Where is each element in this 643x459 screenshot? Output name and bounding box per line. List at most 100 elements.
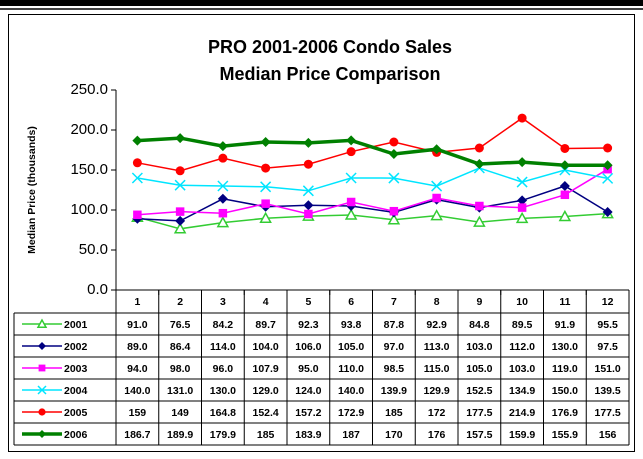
data-point <box>261 163 271 173</box>
table-cell: 152.4 <box>252 407 278 419</box>
table-cell: 110.0 <box>338 363 364 375</box>
chart-title: PRO 2001-2006 Condo Sales <box>208 37 452 57</box>
legend-label: 2006 <box>64 429 88 441</box>
table-cell: 179.9 <box>210 429 236 441</box>
legend-label: 2004 <box>64 385 88 397</box>
data-point <box>389 206 399 216</box>
table-cell: 214.9 <box>509 407 535 419</box>
table-cell: 131.0 <box>167 385 193 397</box>
legend-label: 2003 <box>64 363 88 375</box>
data-point <box>175 215 186 226</box>
data-point <box>346 147 356 157</box>
data-point <box>217 180 229 192</box>
table-cell: 89.5 <box>512 319 533 331</box>
data-point <box>132 158 142 168</box>
data-point <box>303 159 313 169</box>
data-point <box>517 195 528 206</box>
table-cell: 93.8 <box>341 319 362 331</box>
data-point <box>517 203 527 212</box>
y-tick-label: 200.0 <box>70 121 108 138</box>
table-cell: 89.0 <box>127 341 148 353</box>
data-point <box>473 215 486 227</box>
table-cell: 98.0 <box>170 363 191 375</box>
x-tick-label: 1 <box>134 296 140 308</box>
y-tick-label: 250.0 <box>70 81 108 98</box>
data-point <box>303 200 314 211</box>
data-point <box>260 137 271 147</box>
data-point <box>560 143 570 153</box>
data-point <box>346 135 357 146</box>
table-cell: 134.9 <box>509 385 535 397</box>
data-point <box>388 149 399 159</box>
data-point <box>346 197 356 207</box>
data-point <box>132 135 143 146</box>
table-cell: 96.0 <box>213 363 234 375</box>
data-point <box>431 180 443 192</box>
series-line <box>137 167 608 192</box>
data-point <box>475 201 484 211</box>
table-cell: 177.5 <box>466 407 492 419</box>
table-cell: 159.9 <box>509 429 535 441</box>
data-point <box>387 213 401 225</box>
table-cell: 89.7 <box>255 319 276 331</box>
table-cell: 177.5 <box>594 407 620 419</box>
table-cell: 186.7 <box>124 429 150 441</box>
y-tick-label: 100.0 <box>70 201 108 218</box>
data-point <box>560 190 570 200</box>
chart-subtitle: Median Price Comparison <box>219 64 440 84</box>
data-point <box>302 185 314 197</box>
data-point <box>602 160 613 171</box>
series-line <box>137 168 609 216</box>
data-point <box>216 216 230 228</box>
table-cell: 164.8 <box>210 407 236 419</box>
y-tick-label: 0.0 <box>87 281 108 298</box>
data-point <box>432 193 441 203</box>
table-cell: 170 <box>385 429 403 441</box>
table-cell: 91.0 <box>127 319 148 331</box>
data-point <box>602 172 614 184</box>
table-cell: 176.9 <box>552 407 578 419</box>
table-cell: 86.4 <box>170 341 191 353</box>
table-cell: 124.0 <box>295 385 321 397</box>
table-cell: 151.0 <box>594 363 620 375</box>
table-cell: 112.0 <box>509 341 535 353</box>
x-tick-label: 3 <box>220 296 226 308</box>
x-tick-label: 8 <box>434 296 440 308</box>
table-cell: 103.0 <box>509 363 535 375</box>
table-cell: 115.0 <box>424 363 450 375</box>
data-point <box>131 172 143 184</box>
legend-label: 2001 <box>64 319 88 331</box>
table-cell: 92.9 <box>426 319 447 331</box>
data-point <box>559 181 570 191</box>
y-tick-label: 150.0 <box>70 161 108 178</box>
data-point <box>261 199 270 208</box>
data-point <box>388 172 400 184</box>
table-cell: 157.5 <box>466 429 492 441</box>
data-point <box>175 207 185 216</box>
table-cell: 91.9 <box>555 319 576 331</box>
table-cell: 129.9 <box>423 385 449 397</box>
table-cell: 176 <box>428 429 446 441</box>
data-point <box>218 153 228 163</box>
table-cell: 172.9 <box>338 407 364 419</box>
legend-marker <box>38 430 46 438</box>
data-point <box>602 207 613 217</box>
table-cell: 130.0 <box>552 341 578 353</box>
legend-label: 2002 <box>64 341 88 353</box>
table-cell: 140.0 <box>124 385 150 397</box>
y-axis-label: Median Price (thousands) <box>26 126 38 254</box>
table-cell: 92.3 <box>298 319 319 331</box>
table-cell: 114.0 <box>210 341 236 353</box>
x-tick-label: 2 <box>177 296 183 308</box>
table-cell: 76.5 <box>170 319 191 331</box>
table-cell: 149 <box>171 407 189 419</box>
data-point <box>173 222 187 234</box>
x-tick-label: 7 <box>391 296 397 308</box>
x-tick-label: 10 <box>516 296 528 308</box>
data-point <box>345 172 357 184</box>
series-line <box>137 212 608 230</box>
x-tick-label: 6 <box>348 296 354 308</box>
data-point <box>259 211 272 223</box>
table-cell: 103.0 <box>466 341 492 353</box>
